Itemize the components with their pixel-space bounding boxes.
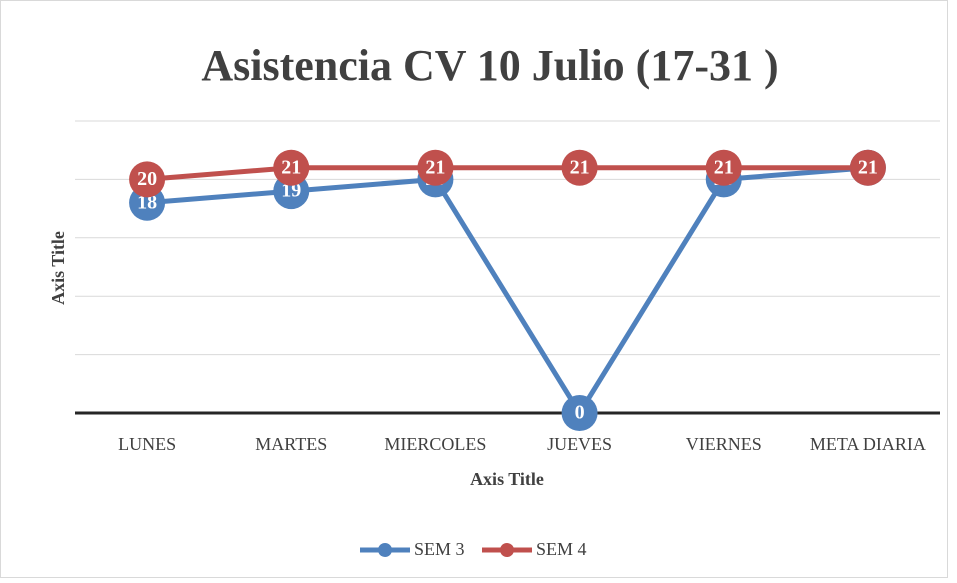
marker	[849, 149, 886, 186]
data-label: 21	[858, 156, 878, 178]
x-tick-label: MARTES	[255, 434, 327, 454]
legend-label: SEM 3	[414, 539, 465, 559]
data-label: 21	[570, 156, 590, 178]
data-label: 19	[281, 180, 301, 202]
legend-marker	[378, 543, 392, 557]
chart-title: Asistencia CV 10 Julio (17-31 )	[201, 41, 778, 90]
data-label: 20	[137, 168, 157, 190]
marker	[273, 149, 310, 186]
y-axis-title: Axis Title	[48, 231, 68, 305]
legend-label: SEM 4	[536, 539, 587, 559]
data-label: 18	[137, 191, 157, 213]
marker	[417, 149, 454, 186]
x-axis-title: Axis Title	[470, 469, 544, 489]
data-label: 0	[575, 402, 585, 424]
marker	[129, 161, 166, 198]
x-tick-label: LUNES	[118, 434, 176, 454]
x-tick-label: META DIARIA	[810, 434, 926, 454]
series-line	[146, 165, 869, 416]
data-label: 21	[425, 156, 445, 178]
marker	[561, 149, 598, 186]
data-label: 21	[281, 156, 301, 178]
series-line	[146, 165, 868, 182]
marker	[561, 395, 598, 431]
x-tick-label: JUEVES	[547, 434, 612, 454]
x-tick-label: VIERNES	[686, 434, 762, 454]
legend-marker	[500, 543, 514, 557]
marker	[705, 149, 742, 186]
x-tick-label: MIERCOLES	[384, 434, 486, 454]
data-label: 21	[714, 156, 734, 178]
